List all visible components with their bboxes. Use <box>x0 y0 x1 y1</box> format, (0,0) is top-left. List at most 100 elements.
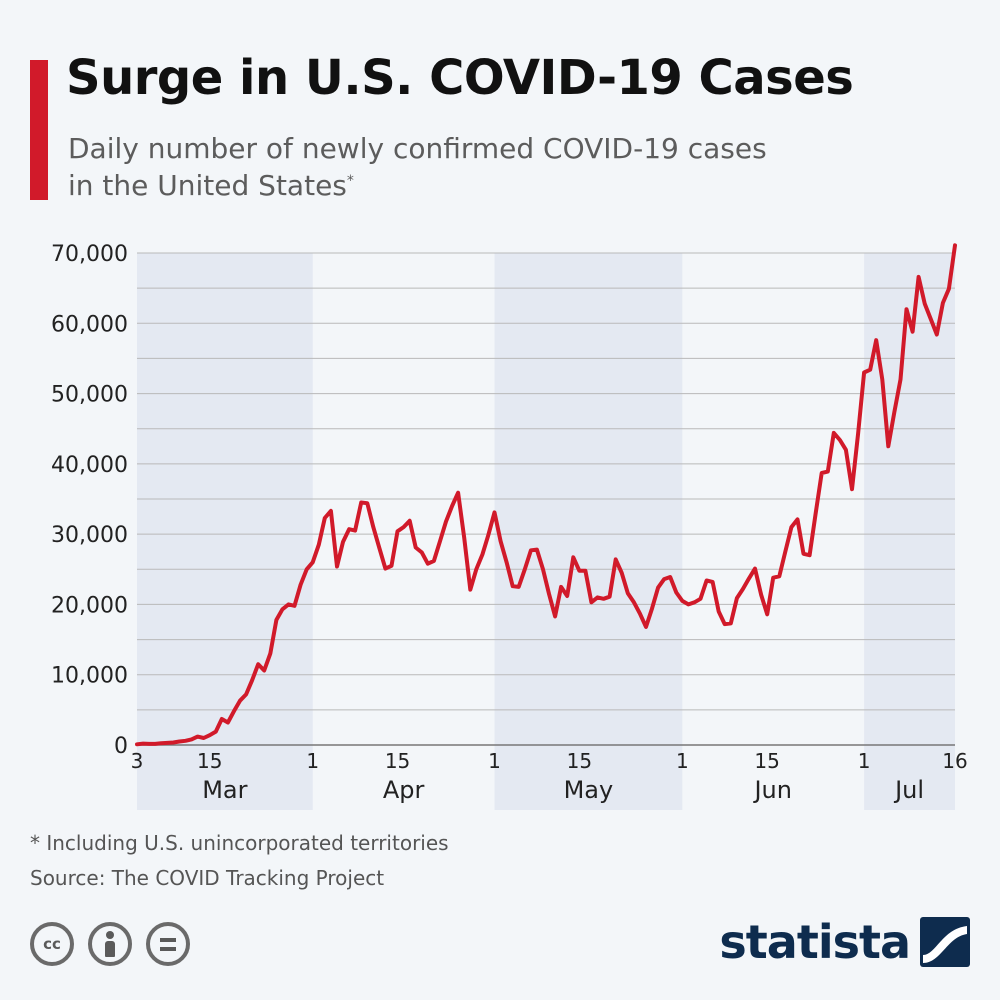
attribution-icon[interactable] <box>88 922 132 966</box>
data-point <box>457 492 459 494</box>
month-label: Jul <box>893 776 924 804</box>
y-tick-label: 0 <box>114 734 128 759</box>
month-label: Mar <box>202 776 247 804</box>
data-point <box>730 622 732 624</box>
data-point <box>330 510 332 512</box>
month-label: Jun <box>752 776 792 804</box>
data-point <box>584 570 587 572</box>
data-point <box>554 615 556 617</box>
x-tick-label: 1 <box>488 749 501 773</box>
data-point <box>615 558 617 560</box>
data-point <box>203 737 205 739</box>
data-point <box>354 530 356 532</box>
cc-icon[interactable]: cc <box>30 922 74 966</box>
data-point <box>905 308 908 310</box>
data-point <box>215 731 217 733</box>
data-point <box>415 546 417 549</box>
y-tick-label: 60,000 <box>51 312 128 337</box>
data-point <box>742 588 744 590</box>
data-point <box>463 537 465 539</box>
data-point <box>621 572 623 574</box>
data-point <box>887 445 889 447</box>
data-point <box>736 597 738 599</box>
data-point <box>893 411 896 413</box>
data-point <box>396 530 399 532</box>
data-point <box>366 502 368 504</box>
series-line <box>135 243 957 747</box>
subtitle-line-2: in the United States <box>68 169 347 202</box>
data-point <box>942 302 944 304</box>
data-point <box>821 472 823 474</box>
data-point <box>524 568 526 570</box>
data-point <box>578 570 580 572</box>
x-tick-label: 15 <box>385 749 410 773</box>
data-point <box>833 432 835 434</box>
data-point <box>184 740 187 742</box>
data-point <box>427 563 429 565</box>
data-point <box>312 561 314 563</box>
data-point <box>536 549 538 551</box>
data-point <box>633 601 635 603</box>
x-tick-label: 15 <box>567 749 592 773</box>
line-chart: 0 10,000 20,000 30,000 40,000 50,000 60,000 70,… <box>51 242 968 810</box>
data-point <box>669 576 671 578</box>
data-point <box>542 568 544 570</box>
data-point <box>954 244 956 246</box>
source-note: Source: The COVID Tracking Project <box>30 866 385 890</box>
data-point <box>948 288 950 290</box>
data-point <box>469 589 471 591</box>
data-point <box>348 528 350 530</box>
month-band <box>864 253 955 810</box>
data-point <box>596 596 599 598</box>
data-point <box>912 331 914 333</box>
data-point <box>293 605 296 607</box>
data-point <box>148 743 150 745</box>
data-point <box>239 700 241 702</box>
data-point <box>869 369 871 371</box>
brand-name: statista <box>719 915 911 969</box>
data-point <box>336 565 338 568</box>
brand-logo[interactable]: statista <box>719 915 970 969</box>
data-point <box>851 488 853 490</box>
data-point <box>790 526 793 528</box>
month-label: May <box>564 776 614 804</box>
data-point <box>827 471 829 473</box>
data-point <box>766 613 768 615</box>
data-point <box>693 601 696 603</box>
data-point <box>518 586 520 588</box>
data-point <box>566 595 568 597</box>
x-tick-label: 15 <box>197 749 222 773</box>
data-point <box>275 619 277 621</box>
y-tick-label: 40,000 <box>51 453 128 478</box>
data-point <box>754 568 756 570</box>
data-point <box>924 303 926 305</box>
data-point <box>451 505 453 507</box>
data-point <box>245 693 247 695</box>
title-accent-bar <box>30 60 48 200</box>
data-point <box>221 718 223 720</box>
data-point <box>493 511 496 513</box>
data-point <box>930 318 932 320</box>
data-point <box>251 679 253 681</box>
data-point <box>712 581 714 583</box>
data-point <box>863 371 865 374</box>
data-point <box>548 593 550 595</box>
data-point <box>724 623 726 625</box>
data-point <box>687 603 690 605</box>
data-point <box>190 738 193 741</box>
x-tick-label: 1 <box>858 749 871 773</box>
data-point <box>136 743 138 745</box>
data-point <box>512 585 514 587</box>
no-derivatives-icon[interactable] <box>146 922 190 966</box>
data-point <box>627 592 629 594</box>
month-band <box>494 253 683 810</box>
data-point <box>263 669 265 672</box>
data-point <box>815 513 817 515</box>
data-point <box>881 378 883 381</box>
data-point <box>287 603 290 605</box>
data-point <box>209 734 211 736</box>
data-point <box>875 339 877 341</box>
data-point <box>645 626 647 628</box>
data-point <box>506 561 508 563</box>
data-point <box>318 544 320 546</box>
